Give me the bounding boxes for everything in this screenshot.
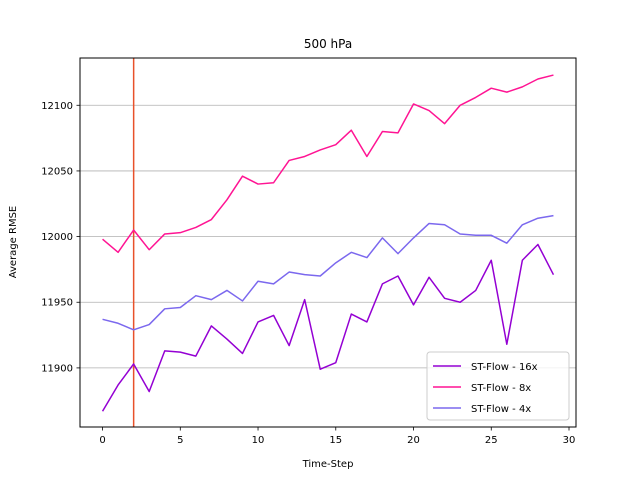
legend-label-8x: ST-Flow - 8x [471, 383, 531, 394]
y-tick-label: 11950 [41, 298, 73, 309]
y-tick-label: 11900 [41, 363, 73, 374]
series-line-2 [102, 74, 554, 254]
legend-label-16x: ST-Flow - 16x [471, 362, 538, 373]
legend: ST-Flow - 16x ST-Flow - 8x ST-Flow - 4x [426, 351, 570, 421]
y-axis-label: Average RMSE [8, 206, 19, 279]
x-axis-label: Time-Step [302, 459, 354, 470]
x-tick-label: 30 [563, 435, 576, 446]
legend-box [426, 351, 570, 421]
x-tick-label: 25 [485, 435, 498, 446]
chart-title: 500 hPa [304, 37, 352, 51]
legend-label-4x: ST-Flow - 4x [471, 404, 531, 415]
y-tick-label: 12000 [41, 232, 73, 243]
x-tick-label: 0 [99, 435, 105, 446]
y-axis-ticks: 11900 11950 12000 12050 12100 [41, 101, 80, 374]
series-line-1 [101, 243, 555, 412]
x-axis-ticks: 0 5 10 15 20 25 30 [99, 427, 575, 446]
x-tick-label: 5 [177, 435, 183, 446]
plot-frame [79, 57, 577, 428]
y-tick-label: 12050 [41, 166, 73, 177]
y-tick-label: 12100 [41, 101, 73, 112]
x-tick-label: 10 [252, 435, 265, 446]
x-tick-label: 20 [407, 435, 420, 446]
series-line-3 [102, 214, 554, 331]
series-lines [101, 74, 555, 412]
x-tick-label: 15 [329, 435, 342, 446]
